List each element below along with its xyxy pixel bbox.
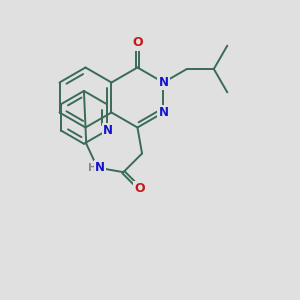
Text: O: O [132,36,143,50]
Text: H: H [88,163,96,172]
Text: N: N [103,124,113,137]
Text: N: N [95,161,105,174]
Text: O: O [135,182,145,195]
Text: N: N [158,106,168,119]
Text: N: N [158,76,168,89]
